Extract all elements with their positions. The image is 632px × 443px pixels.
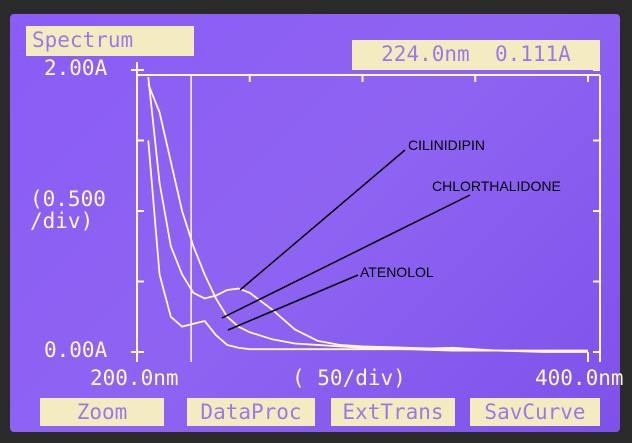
- button[interactable]: Zoom: [40, 398, 164, 426]
- spectrum-line: [147, 83, 588, 353]
- series-label: CHLORTHALIDONE: [432, 178, 561, 194]
- leader-line: [227, 274, 359, 331]
- y-tick-label: 0.00A: [44, 338, 108, 362]
- button[interactable]: DataProc: [187, 398, 315, 426]
- x-axis-label: ( 50/div): [292, 366, 406, 390]
- spectrum-line: [147, 76, 588, 352]
- y-tick-label: 2.00A: [44, 56, 108, 80]
- screen-title: Spectrum: [26, 26, 194, 56]
- cursor-y: 0.111A: [494, 42, 571, 66]
- leader-line: [239, 149, 406, 291]
- leader-line: [221, 194, 471, 319]
- spectrum-line: [147, 140, 588, 352]
- screen: [10, 14, 620, 432]
- button[interactable]: SavCurve: [470, 398, 600, 426]
- x-tick-label: 400.0nm: [535, 366, 624, 390]
- x-tick-label: 200.0nm: [90, 366, 179, 390]
- readout: 224.0nm 0.111A: [352, 40, 600, 70]
- button[interactable]: ExtTrans: [331, 398, 455, 426]
- cursor-x: 224.0nm: [381, 42, 470, 66]
- y-axis-label: (0.500 /div): [30, 187, 106, 233]
- series-label: ATENOLOL: [360, 264, 434, 280]
- series-label: CILINIDIPIN: [408, 137, 486, 153]
